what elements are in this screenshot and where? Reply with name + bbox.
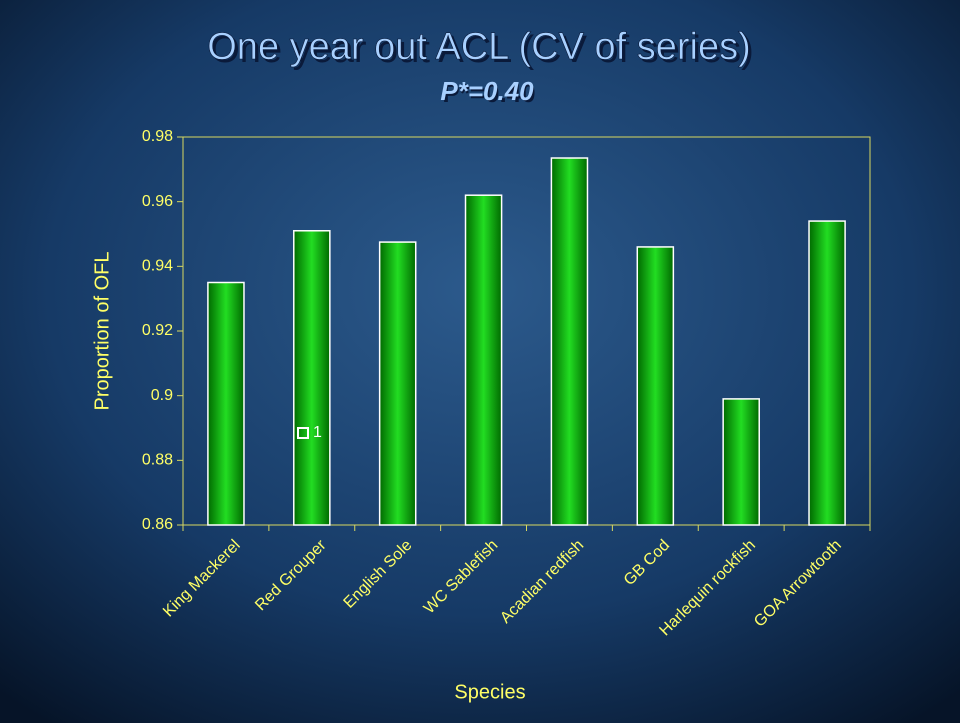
legend-label: 1 bbox=[313, 424, 322, 441]
bar bbox=[293, 230, 331, 526]
y-tick-label: 0.96 bbox=[142, 193, 173, 210]
title-shadow: One year out ACL (CV of series) bbox=[210, 29, 754, 71]
y-tick-label: 0.92 bbox=[142, 322, 173, 339]
y-tick-label: 0.86 bbox=[142, 516, 173, 533]
subtitle-shadow: P*=0.40 bbox=[442, 78, 535, 108]
bar bbox=[464, 194, 503, 526]
legend-swatch bbox=[297, 427, 309, 439]
bar bbox=[808, 220, 846, 526]
chart-subtitle: P*=0.40 bbox=[440, 76, 534, 106]
y-tick-label: 0.88 bbox=[142, 452, 173, 469]
y-tick-label: 0.9 bbox=[151, 387, 173, 404]
bar bbox=[207, 281, 245, 526]
bar bbox=[636, 246, 675, 526]
chart-title: One year out ACL (CV of series) bbox=[207, 26, 751, 68]
bar bbox=[722, 398, 760, 526]
y-tick-label: 0.94 bbox=[142, 258, 173, 275]
x-axis-label: Species bbox=[454, 681, 525, 703]
bar bbox=[550, 157, 589, 526]
y-tick-label: 0.98 bbox=[142, 128, 173, 145]
y-axis-label: Proportion of OFL bbox=[91, 252, 113, 411]
bar bbox=[378, 241, 417, 526]
